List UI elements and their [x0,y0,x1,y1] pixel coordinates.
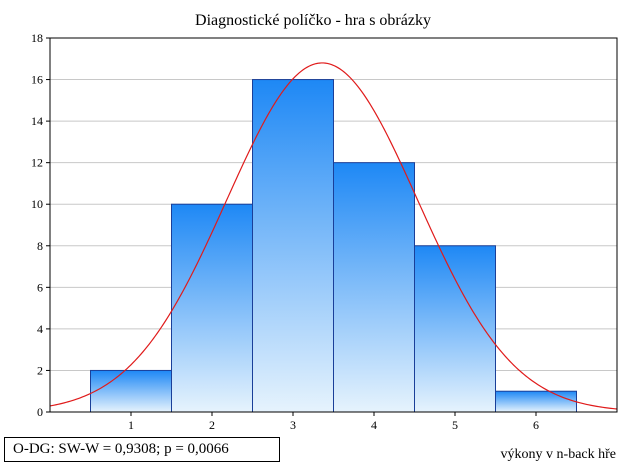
x-tick-label: 1 [128,418,134,432]
y-tick-label: 4 [37,322,43,336]
bars [90,79,577,413]
x-axis-ticks: 1 2 3 4 5 6 [128,412,539,432]
x-axis-label: výkony v n-back hře [501,447,616,462]
stats-box: O-DG: SW-W = 0,9308; p = 0,0066 [4,437,280,462]
y-tick-label: 18 [31,31,43,45]
x-tick-label: 4 [371,418,377,432]
x-tick-label: 3 [290,418,296,432]
y-tick-label: 2 [37,363,43,377]
normal-fit-curve [49,62,618,410]
x-tick-label: 2 [209,418,215,432]
bar [90,369,172,413]
y-tick-label: 6 [37,280,43,294]
bar [495,390,577,413]
bar [252,79,334,413]
y-tick-label: 8 [37,239,43,253]
y-tick-label: 0 [37,405,43,419]
bar [414,245,496,413]
x-tick-label: 5 [452,418,458,432]
bar [171,203,253,413]
normal-curve-line [49,62,618,410]
y-tick-label: 10 [31,197,43,211]
plot-frame [49,37,618,413]
y-tick-label: 12 [31,156,43,170]
y-tick-label: 16 [31,73,43,87]
bar [333,162,415,413]
y-tick-label: 14 [31,114,43,128]
x-tick-label: 6 [533,418,539,432]
y-axis-ticks: 0 2 4 6 8 10 12 14 16 18 [31,31,50,419]
chart-title: Diagnostické políčko - hra s obrázky [195,12,431,29]
